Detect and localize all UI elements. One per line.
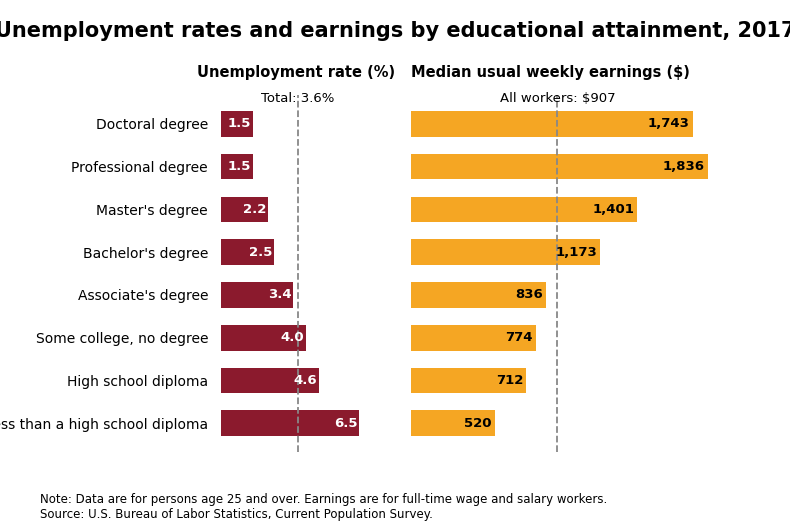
Text: Unemployment rate (%): Unemployment rate (%) — [197, 65, 395, 80]
Bar — [411, 239, 600, 265]
Bar — [411, 410, 495, 436]
Text: 1.5: 1.5 — [228, 117, 251, 130]
Bar — [221, 197, 268, 222]
Text: 836: 836 — [515, 288, 543, 301]
Text: 1,836: 1,836 — [663, 160, 705, 173]
Text: 1.5: 1.5 — [228, 160, 251, 173]
Bar — [221, 111, 253, 137]
Text: Unemployment rates and earnings by educational attainment, 2017: Unemployment rates and earnings by educa… — [0, 21, 790, 41]
Text: 520: 520 — [465, 417, 492, 430]
Text: 1,173: 1,173 — [556, 246, 597, 259]
Bar — [411, 368, 526, 393]
Text: Median usual weekly earnings ($): Median usual weekly earnings ($) — [411, 65, 690, 80]
Bar — [411, 154, 708, 179]
Text: 6.5: 6.5 — [333, 417, 357, 430]
Text: 712: 712 — [495, 374, 523, 387]
Text: Note: Data are for persons age 25 and over. Earnings are for full-time wage and : Note: Data are for persons age 25 and ov… — [40, 493, 607, 521]
Bar — [411, 325, 536, 350]
Text: 4.0: 4.0 — [280, 331, 304, 344]
Bar — [221, 239, 274, 265]
Text: 3.4: 3.4 — [268, 288, 292, 301]
Bar — [411, 282, 546, 308]
Text: 2.5: 2.5 — [249, 246, 273, 259]
Text: 4.6: 4.6 — [293, 374, 317, 387]
Bar — [221, 325, 306, 350]
Bar — [221, 368, 318, 393]
Text: Total: 3.6%: Total: 3.6% — [261, 92, 334, 105]
Text: 1,401: 1,401 — [592, 203, 634, 216]
Bar — [221, 154, 253, 179]
Text: 2.2: 2.2 — [243, 203, 266, 216]
Bar — [411, 197, 638, 222]
Bar — [221, 282, 293, 308]
Bar — [221, 410, 359, 436]
Text: All workers: $907: All workers: $907 — [499, 92, 615, 105]
Bar — [411, 111, 693, 137]
Text: 1,743: 1,743 — [648, 117, 690, 130]
Text: 774: 774 — [506, 331, 533, 344]
